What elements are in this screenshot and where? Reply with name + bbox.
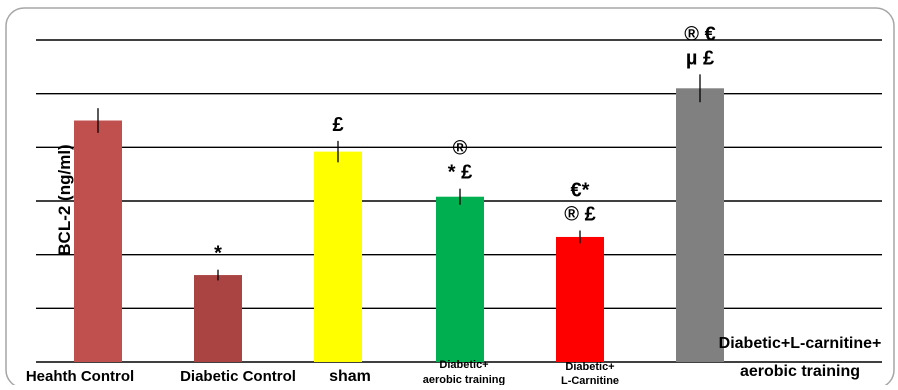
category-label: Diabetic+ (439, 359, 488, 371)
category-label: Heahth Control (26, 368, 134, 385)
significance-marker: £ (332, 114, 343, 136)
significance-marker: €* (571, 180, 590, 202)
significance-marker: ® € (684, 23, 715, 45)
bar (74, 120, 122, 362)
bar (436, 196, 484, 362)
significance-marker: * £ (448, 162, 472, 184)
category-label: sham (329, 368, 371, 385)
significance-marker: ® £ (564, 204, 595, 226)
bar (194, 275, 242, 362)
category-label: aerobic training (423, 374, 506, 385)
category-label: Diabetic+ (565, 361, 614, 373)
significance-marker: * (214, 243, 222, 265)
bar (676, 88, 724, 363)
y-axis-label: BCL-2 (ng/ml) (55, 144, 74, 255)
significance-marker: ® (453, 138, 468, 160)
bar (556, 236, 604, 362)
category-label: Diabetic+L-carnitine+ (719, 335, 882, 352)
significance-marker: µ £ (686, 47, 714, 69)
category-label: Diabetic Control (180, 368, 296, 385)
category-label: L-Carnitine (561, 375, 619, 385)
category-label: aerobic training (740, 363, 860, 380)
bar (314, 151, 362, 362)
